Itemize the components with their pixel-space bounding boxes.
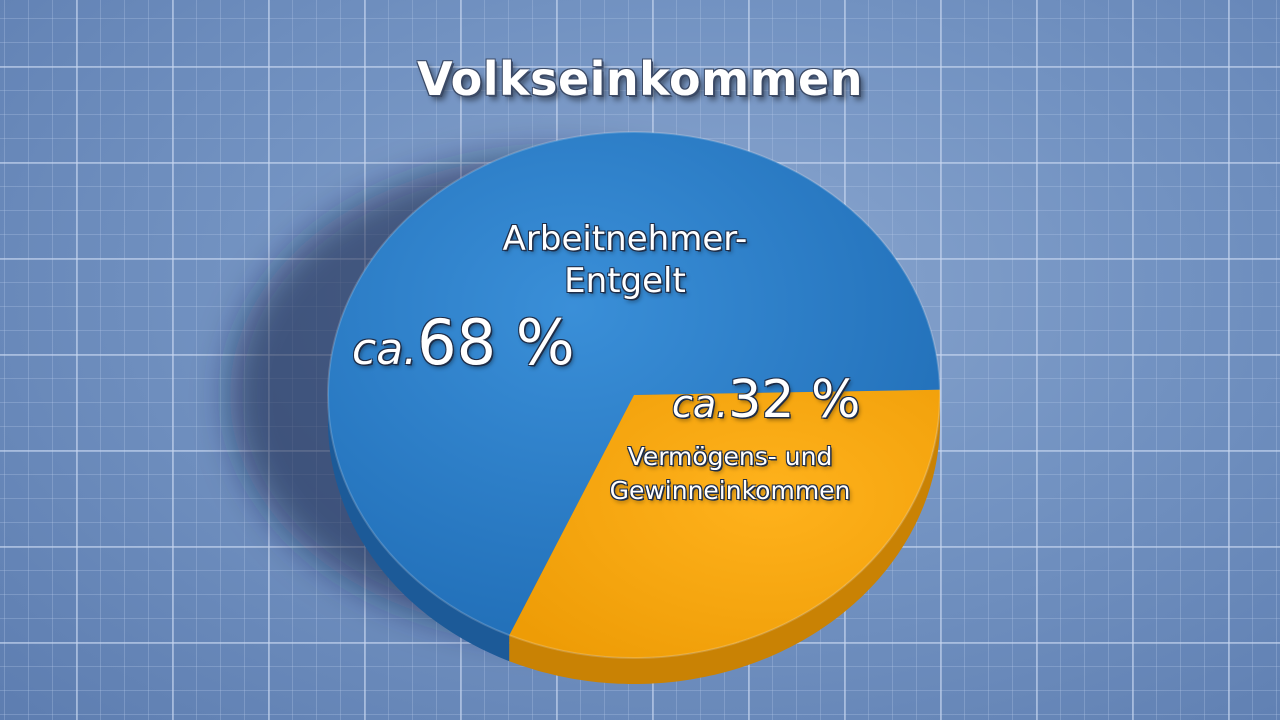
pie-rim (327, 131, 941, 659)
chart-title: Volkseinkommen (417, 52, 863, 106)
pie-slice-side (328, 398, 510, 662)
value-text: 32 % (728, 370, 861, 430)
slice-label-line: Arbeitnehmer- (502, 219, 748, 259)
pie-slice-vermoegens-gewinneinkommen (509, 389, 940, 659)
slice-label-line: Vermögens- und (627, 442, 833, 471)
slice-label-line: Entgelt (564, 261, 686, 301)
slice-label-arbeitnehmer: Arbeitnehmer- Entgelt (430, 218, 820, 302)
slice-label-line: Gewinneinkommen (609, 476, 851, 505)
pie-slice-arbeitnehmer-entgelt (327, 132, 940, 636)
slice-value-vermoegen: ca.32 % (672, 370, 860, 430)
pie-slice-side (509, 398, 940, 684)
value-prefix: ca. (352, 324, 418, 375)
value-prefix: ca. (672, 382, 729, 426)
value-text: 68 % (417, 306, 575, 379)
slice-value-arbeitnehmer: ca.68 % (352, 306, 575, 379)
slice-label-vermoegen: Vermögens- und Gewinneinkommen (540, 440, 920, 508)
